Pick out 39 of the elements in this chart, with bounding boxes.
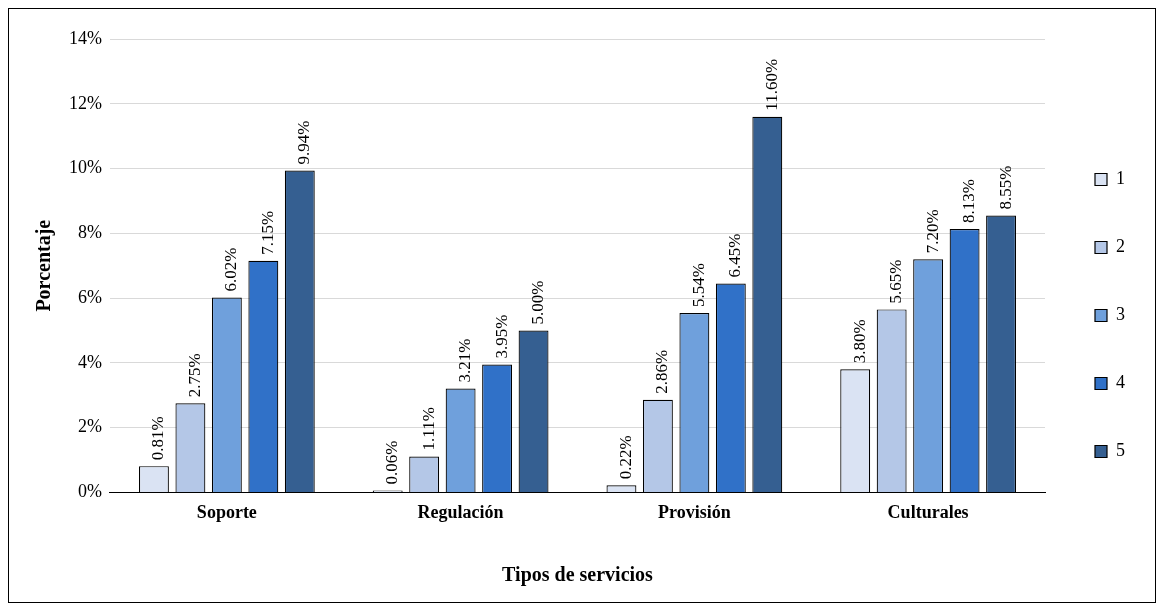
y-tick-label: 12% bbox=[68, 92, 102, 113]
data-label: 9.94% bbox=[294, 120, 314, 165]
x-axis-title: Tipos de servicios bbox=[502, 563, 654, 587]
data-label: 0.06% bbox=[382, 440, 402, 485]
y-tick-label: 0% bbox=[77, 481, 102, 502]
y-tick-label: 10% bbox=[68, 157, 102, 178]
legend-label: 4 bbox=[1116, 372, 1125, 393]
data-label: 5.65% bbox=[886, 259, 906, 304]
data-label: 1.11% bbox=[418, 407, 438, 451]
legend-label: 5 bbox=[1116, 440, 1125, 461]
data-label: 2.86% bbox=[652, 349, 672, 394]
data-label: 6.02% bbox=[221, 247, 241, 292]
y-tick-label: 2% bbox=[77, 416, 102, 437]
x-tick-label: Regulación bbox=[417, 501, 504, 522]
y-axis-title: Porcentaje bbox=[32, 219, 56, 312]
x-tick-label: Culturales bbox=[887, 501, 969, 522]
x-tick-label: Soporte bbox=[196, 501, 257, 522]
data-label: 6.45% bbox=[725, 233, 745, 278]
data-label: 7.15% bbox=[257, 210, 277, 255]
data-label: 11.60% bbox=[761, 58, 781, 111]
y-tick-label: 14% bbox=[68, 27, 102, 48]
data-label: 2.75% bbox=[184, 353, 204, 398]
data-label: 8.13% bbox=[959, 179, 979, 224]
y-tick-label: 8% bbox=[77, 222, 102, 243]
legend-label: 2 bbox=[1116, 236, 1125, 257]
x-tick-label: Provisión bbox=[658, 501, 731, 522]
y-tick-label: 4% bbox=[77, 351, 102, 372]
data-label: 3.21% bbox=[455, 338, 475, 383]
legend-label: 3 bbox=[1116, 304, 1125, 325]
data-label: 8.55% bbox=[995, 165, 1015, 210]
data-label: 7.20% bbox=[922, 209, 942, 254]
data-label: 3.80% bbox=[849, 319, 869, 364]
data-label: 5.00% bbox=[528, 280, 548, 325]
legend-label: 1 bbox=[1116, 168, 1125, 189]
data-label: 5.54% bbox=[688, 263, 708, 307]
data-label: 0.22% bbox=[615, 435, 635, 480]
y-tick-label: 6% bbox=[77, 286, 102, 307]
data-label: 3.95% bbox=[491, 314, 511, 359]
data-label: 0.81% bbox=[148, 416, 168, 461]
